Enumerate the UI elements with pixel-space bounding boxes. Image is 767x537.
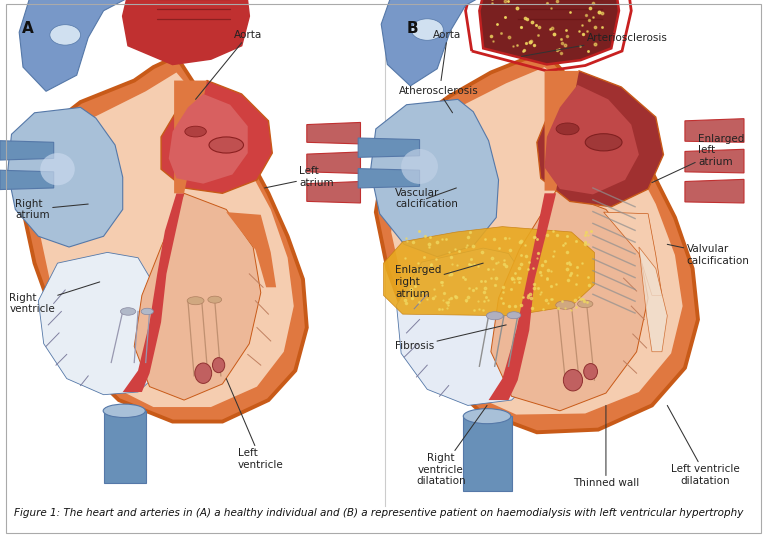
Ellipse shape bbox=[507, 311, 521, 318]
Ellipse shape bbox=[208, 296, 222, 303]
Polygon shape bbox=[307, 152, 360, 173]
Ellipse shape bbox=[411, 19, 443, 40]
Polygon shape bbox=[489, 193, 556, 400]
Text: Left ventricle
dilatation: Left ventricle dilatation bbox=[667, 405, 740, 486]
Polygon shape bbox=[104, 411, 146, 483]
Polygon shape bbox=[134, 193, 261, 400]
Text: Right
ventricle: Right ventricle bbox=[9, 282, 100, 314]
Polygon shape bbox=[169, 94, 248, 184]
Polygon shape bbox=[38, 252, 165, 395]
Ellipse shape bbox=[555, 301, 575, 309]
Text: Aorta: Aorta bbox=[433, 30, 462, 81]
Polygon shape bbox=[463, 416, 512, 491]
Polygon shape bbox=[0, 170, 54, 190]
Text: Arteriosclerosis: Arteriosclerosis bbox=[522, 33, 667, 56]
Polygon shape bbox=[307, 182, 360, 203]
Polygon shape bbox=[19, 0, 180, 91]
Ellipse shape bbox=[185, 126, 206, 137]
Text: Left
ventricle: Left ventricle bbox=[226, 379, 284, 470]
Polygon shape bbox=[123, 193, 184, 392]
Polygon shape bbox=[226, 212, 276, 287]
Polygon shape bbox=[8, 107, 123, 247]
Polygon shape bbox=[23, 56, 307, 422]
Ellipse shape bbox=[486, 311, 503, 320]
Polygon shape bbox=[685, 179, 744, 203]
Ellipse shape bbox=[195, 363, 212, 383]
Ellipse shape bbox=[556, 123, 579, 135]
Text: Right
ventricle
dilatation: Right ventricle dilatation bbox=[416, 405, 487, 487]
Ellipse shape bbox=[50, 25, 81, 45]
Text: Aorta: Aorta bbox=[196, 30, 262, 99]
Text: Enlarged
right
atrium: Enlarged right atrium bbox=[395, 263, 483, 299]
Polygon shape bbox=[381, 0, 548, 86]
Polygon shape bbox=[358, 138, 420, 157]
Text: Thinned wall: Thinned wall bbox=[573, 405, 639, 488]
Polygon shape bbox=[174, 81, 207, 193]
Polygon shape bbox=[161, 81, 272, 193]
Polygon shape bbox=[123, 0, 249, 64]
Text: Right
atrium: Right atrium bbox=[15, 199, 88, 220]
Polygon shape bbox=[40, 72, 294, 407]
Polygon shape bbox=[391, 67, 683, 415]
Ellipse shape bbox=[103, 404, 145, 418]
Ellipse shape bbox=[563, 369, 582, 391]
Polygon shape bbox=[545, 85, 639, 194]
Text: Figure 1: The heart and arteries in (A) a healthy individual and (B) a represent: Figure 1: The heart and arteries in (A) … bbox=[14, 508, 743, 518]
Ellipse shape bbox=[578, 300, 593, 308]
Polygon shape bbox=[639, 247, 667, 352]
Text: Atherosclerosis: Atherosclerosis bbox=[399, 86, 479, 113]
Polygon shape bbox=[307, 122, 360, 144]
Polygon shape bbox=[376, 51, 698, 432]
Polygon shape bbox=[685, 119, 744, 142]
Text: Vascular
calcification: Vascular calcification bbox=[395, 188, 458, 209]
Ellipse shape bbox=[463, 409, 511, 424]
Ellipse shape bbox=[141, 308, 153, 315]
Text: Valvular
calcification: Valvular calcification bbox=[667, 244, 749, 266]
Text: B: B bbox=[407, 21, 418, 37]
Text: A: A bbox=[21, 21, 33, 37]
Text: Left
atrium: Left atrium bbox=[265, 166, 334, 188]
Ellipse shape bbox=[584, 364, 597, 380]
Polygon shape bbox=[358, 169, 420, 188]
Ellipse shape bbox=[209, 137, 243, 153]
Polygon shape bbox=[545, 71, 579, 191]
Text: Enlarged
left
atrium: Enlarged left atrium bbox=[652, 134, 744, 183]
Polygon shape bbox=[370, 99, 499, 257]
Ellipse shape bbox=[187, 296, 204, 305]
Ellipse shape bbox=[401, 149, 438, 184]
Ellipse shape bbox=[120, 308, 136, 315]
Polygon shape bbox=[604, 212, 662, 295]
Polygon shape bbox=[479, 0, 619, 64]
Ellipse shape bbox=[585, 134, 622, 151]
Polygon shape bbox=[384, 227, 594, 316]
Polygon shape bbox=[685, 149, 744, 173]
Polygon shape bbox=[537, 71, 663, 207]
Polygon shape bbox=[0, 141, 54, 160]
Ellipse shape bbox=[212, 358, 225, 373]
Polygon shape bbox=[491, 191, 648, 411]
Text: Fibrosis: Fibrosis bbox=[395, 325, 506, 351]
Ellipse shape bbox=[40, 153, 74, 185]
Polygon shape bbox=[397, 248, 541, 405]
